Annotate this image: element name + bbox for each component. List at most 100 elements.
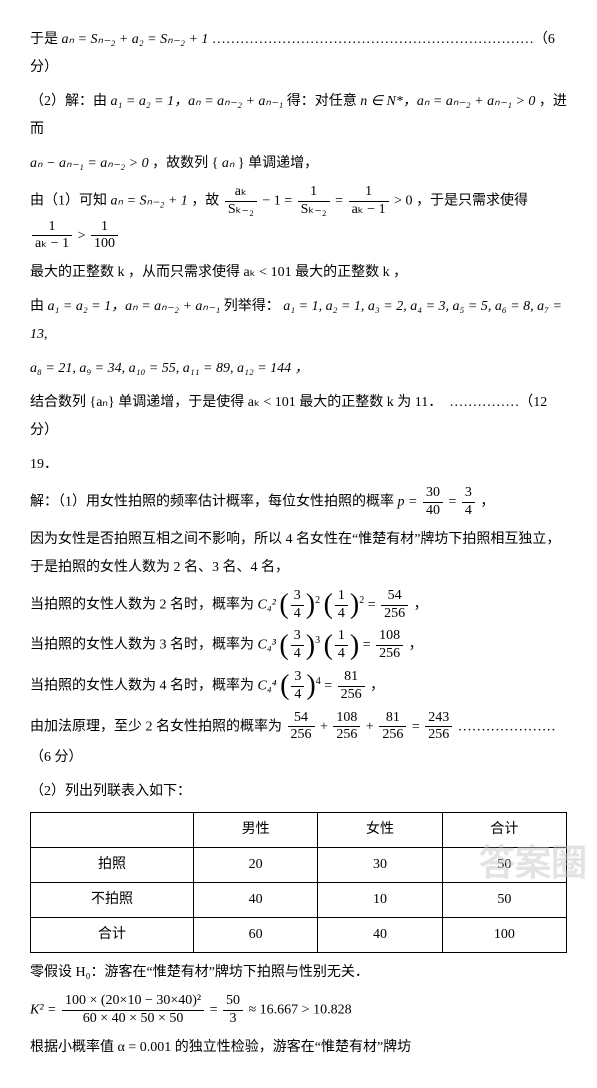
line-16: （2）列出列联表入如下： — [30, 778, 567, 806]
frac: 34 — [291, 628, 304, 663]
line-13: 当拍照的女性人数为 3 名时，概率为 C₄³ (34)3 (14) = 1082… — [30, 628, 567, 663]
frac: 14 — [335, 588, 348, 623]
eq: aₙ = Sₙ₋₂ + a₂ = Sₙ₋₂ + 1 — [62, 32, 209, 47]
text: } 单调递增， — [238, 156, 318, 171]
eq: aₙ = Sₙ₋₂ + 1 — [111, 194, 188, 209]
line-14: 当拍照的女性人数为 4 名时，概率为 C₄⁴ (34)4 = 81256 ， — [30, 669, 567, 704]
eq: aₙ — [222, 156, 235, 171]
text: 由加法原理，至少 2 名女性拍照的概率为 — [30, 719, 286, 734]
text: ， — [414, 597, 428, 612]
line-1: 于是 aₙ = Sₙ₋₂ + a₂ = Sₙ₋₂ + 1 ……………………………… — [30, 26, 567, 82]
eq: n ∈ N*，aₙ = aₙ₋₂ + aₙ₋₁ > 0 — [360, 94, 535, 109]
frac: 1aₖ − 1 — [349, 184, 389, 219]
line-9: 19． — [30, 451, 567, 479]
frac: 54256 — [381, 588, 408, 623]
td: 60 — [194, 918, 318, 953]
text: ， — [370, 678, 384, 693]
td: 40 — [194, 883, 318, 918]
comb: C₄³ — [258, 638, 276, 653]
paren-l: ( — [324, 591, 333, 619]
text: 当拍照的女性人数为 4 名时，概率为 — [30, 678, 258, 693]
paren-r: ) — [350, 632, 359, 660]
text: 当拍照的女性人数为 2 名时，概率为 — [30, 597, 258, 612]
td: 100 — [442, 918, 566, 953]
text: （2）解：由 — [30, 94, 111, 109]
text: ， — [409, 638, 423, 653]
eq: K² = — [30, 1003, 60, 1018]
text: 于是 — [30, 32, 62, 47]
text: 零假设 H₀：游客在“惟楚有材”牌坊下拍照与性别无关． — [30, 965, 369, 980]
paren-r: ) — [350, 591, 359, 619]
frac: 81256 — [379, 710, 406, 745]
td: 20 — [194, 848, 318, 883]
line-10: 解：（1）用女性拍照的频率估计概率，每位女性拍照的概率 p = 3040 = 3… — [30, 485, 567, 520]
text: 结合数列 {aₙ} 单调递增，于是使得 aₖ < 101 最大的正整数 k 为 … — [30, 395, 547, 438]
frac: 100 × (20×10 − 30×40)²60 × 40 × 50 × 50 — [62, 993, 204, 1028]
paren-r: ) — [306, 672, 315, 700]
paren-l: ( — [279, 591, 288, 619]
table-row: 合计 60 40 100 — [31, 918, 567, 953]
th: 男性 — [194, 813, 318, 848]
paren-r: ) — [306, 591, 315, 619]
line-11: 因为女性是否拍照互相之间不影响，所以 4 名女性在“惟楚有材”牌坊下拍照相互独立… — [30, 526, 567, 582]
frac: 81256 — [338, 669, 365, 704]
text: 根据小概率值 α = 0.001 的独立性检验，游客在“惟楚有材”牌坊 — [30, 1040, 411, 1055]
text: （2）列出列联表入如下： — [30, 784, 191, 799]
text: ，故 — [191, 194, 223, 209]
frac: 54256 — [288, 710, 315, 745]
td: 40 — [318, 918, 442, 953]
text: 解：（1）用女性拍照的频率估计概率，每位女性拍照的概率 — [30, 495, 398, 510]
text: 当拍照的女性人数为 3 名时，概率为 — [30, 638, 258, 653]
text: 列举得： — [224, 299, 280, 314]
comb: C₄² — [258, 597, 276, 612]
paren-r: ) — [306, 632, 315, 660]
line-15: 由加法原理，至少 2 名女性拍照的概率为 54256 + 108256 + 81… — [30, 710, 567, 773]
paren-l: ( — [324, 632, 333, 660]
line-8: 结合数列 {aₙ} 单调递增，于是使得 aₖ < 101 最大的正整数 k 为 … — [30, 389, 567, 445]
th: 女性 — [318, 813, 442, 848]
contingency-table: 男性 女性 合计 拍照 20 30 50 不拍照 40 10 50 合计 60 … — [30, 812, 567, 953]
td: 50 — [442, 848, 566, 883]
text: 由 — [30, 299, 48, 314]
text: ，于是只需求使得 — [416, 194, 528, 209]
text: 得：对任意 — [287, 94, 361, 109]
paren-l: ( — [279, 632, 288, 660]
line-4: 由（1）可知 aₙ = Sₙ₋₂ + 1 ，故 aₖSₖ₋₂ − 1 = 1Sₖ… — [30, 184, 567, 253]
frac: 34 — [291, 669, 304, 704]
text: ，故数列 { — [152, 156, 218, 171]
frac: 3040 — [423, 485, 443, 520]
text: 最大的正整数 k ，从而只需求使得 aₖ < 101 最大的正整数 k ， — [30, 265, 407, 280]
comb: C₄⁴ — [258, 678, 277, 693]
line-12: 当拍照的女性人数为 2 名时，概率为 C₄² (34)2 (14)2 = 542… — [30, 588, 567, 623]
frac: 14 — [335, 628, 348, 663]
td: 合计 — [31, 918, 194, 953]
frac: 1aₖ − 1 — [32, 219, 72, 254]
eq: aₙ − aₙ₋₁ = aₙ₋₂ > 0 — [30, 156, 149, 171]
frac: 243256 — [425, 710, 452, 745]
text: 由（1）可知 — [30, 194, 111, 209]
th: 合计 — [442, 813, 566, 848]
text: ， — [480, 495, 494, 510]
td: 拍照 — [31, 848, 194, 883]
frac: 108256 — [376, 628, 403, 663]
eq: a₁ = a₂ = 1，aₙ = aₙ₋₂ + aₙ₋₁ — [111, 94, 284, 109]
frac: 1Sₖ₋₂ — [298, 184, 330, 219]
frac: aₖSₖ₋₂ — [225, 184, 257, 219]
frac: 34 — [291, 588, 304, 623]
td: 10 — [318, 883, 442, 918]
eq: a₈ = 21, a₉ = 34, a₁₀ = 55, a₁₁ = 89, a₁… — [30, 361, 309, 376]
table-header-row: 男性 女性 合计 — [31, 813, 567, 848]
paren-l: ( — [280, 672, 289, 700]
eq: p = — [398, 495, 421, 510]
td: 30 — [318, 848, 442, 883]
line-17: 零假设 H₀：游客在“惟楚有材”牌坊下拍照与性别无关． — [30, 959, 567, 987]
th — [31, 813, 194, 848]
line-19: 根据小概率值 α = 0.001 的独立性检验，游客在“惟楚有材”牌坊 — [30, 1034, 567, 1062]
line-18: K² = 100 × (20×10 − 30×40)²60 × 40 × 50 … — [30, 993, 567, 1028]
eq: a₁ = a₂ = 1，aₙ = aₙ₋₂ + aₙ₋₁ — [48, 299, 221, 314]
line-7: a₈ = 21, a₉ = 34, a₁₀ = 55, a₁₁ = 89, a₁… — [30, 355, 567, 383]
line-2: （2）解：由 a₁ = a₂ = 1，aₙ = aₙ₋₂ + aₙ₋₁ 得：对任… — [30, 88, 567, 144]
td: 50 — [442, 883, 566, 918]
line-5: 最大的正整数 k ，从而只需求使得 aₖ < 101 最大的正整数 k ， — [30, 259, 567, 287]
frac: 108256 — [333, 710, 360, 745]
